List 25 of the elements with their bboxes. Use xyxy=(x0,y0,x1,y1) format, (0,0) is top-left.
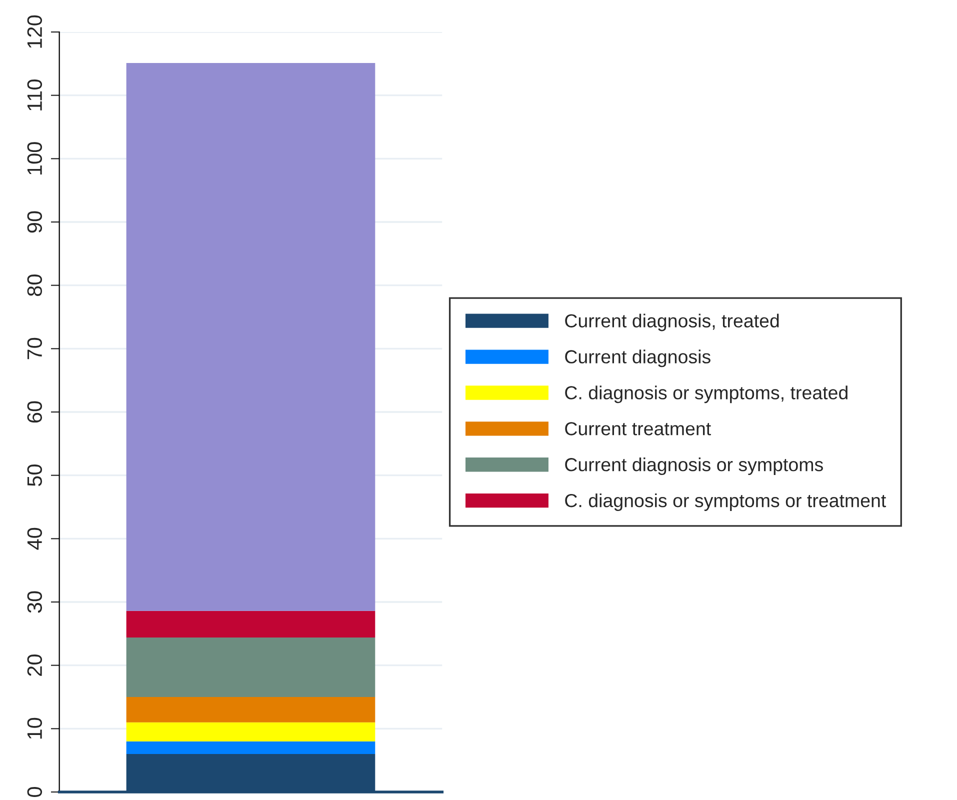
legend-label: C. diagnosis or symptoms or treatment xyxy=(565,493,886,511)
y-tick-label: 40 xyxy=(27,528,42,550)
bar xyxy=(126,697,376,722)
bar xyxy=(126,63,376,611)
y-tick-label: 0 xyxy=(27,787,42,797)
y-tick-label: 90 xyxy=(27,211,42,233)
legend-label: Current treatment xyxy=(565,422,711,436)
y-tick-label: 120 xyxy=(27,15,42,48)
legend-label: Current diagnosis xyxy=(565,350,710,368)
bar xyxy=(126,610,376,638)
y-tick-label: 80 xyxy=(27,274,42,296)
bar xyxy=(126,741,376,754)
legend-label: Current diagnosis or symptoms xyxy=(565,458,823,475)
y-tick-label: 30 xyxy=(27,591,42,613)
bar xyxy=(126,637,376,697)
bar xyxy=(126,722,376,742)
y-tick-label: 70 xyxy=(27,338,42,360)
legend-label: Current diagnosis, treated xyxy=(565,314,779,332)
y-tick-label: 60 xyxy=(27,401,42,423)
y-tick-label: 10 xyxy=(27,718,42,739)
y-tick-label: 100 xyxy=(27,142,42,174)
y-tick-label: 110 xyxy=(27,80,42,110)
y-tick-label: 50 xyxy=(27,464,42,486)
legend-label: C. diagnosis or symptoms, treated xyxy=(565,386,848,404)
y-tick-label: 20 xyxy=(27,654,42,676)
